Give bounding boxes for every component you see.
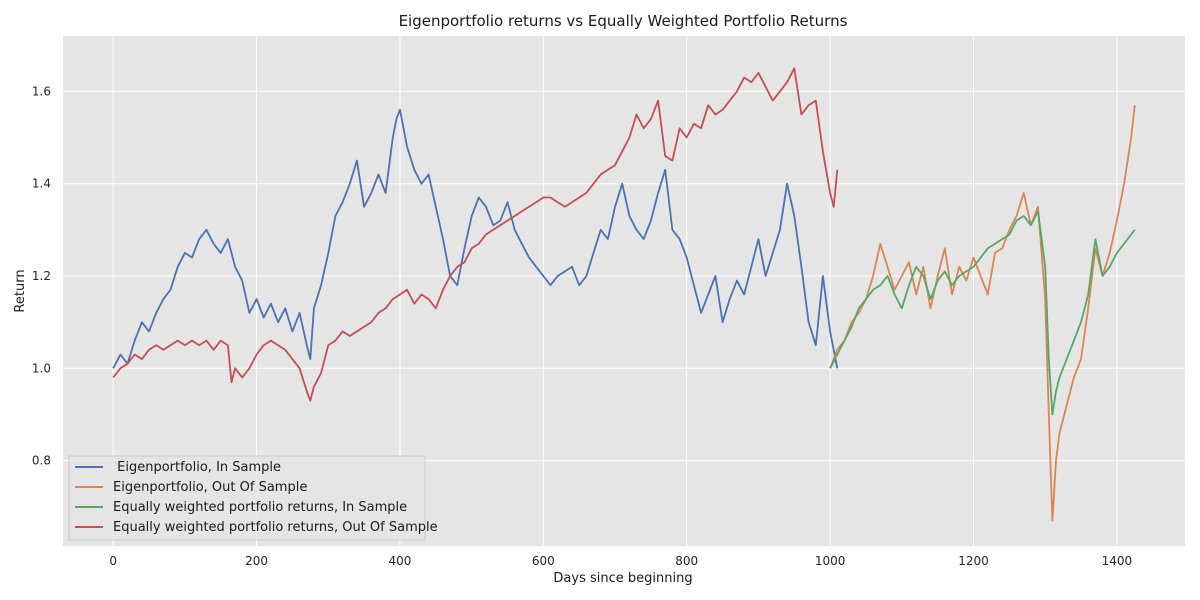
series-lines (112, 67, 1136, 522)
series-line-3 (829, 210, 1136, 416)
x-tick-label: 400 (389, 554, 412, 568)
legend-entry: Equally weighted portfolio returns, Out … (113, 520, 438, 535)
y-axis-label: Return (13, 269, 28, 312)
x-tick-label: 600 (532, 554, 555, 568)
x-tick-label: 1400 (1102, 554, 1133, 568)
x-tick-label: 0 (109, 554, 117, 568)
y-tick-label: 1.6 (32, 84, 51, 98)
y-tick-label: 1.4 (32, 177, 51, 191)
y-axis: 0.8 1.0 1.2 1.4 1.6 (32, 84, 51, 467)
legend-box (68, 455, 426, 541)
y-tick-label: 1.2 (32, 269, 51, 283)
y-tick-label: 1.0 (32, 361, 51, 375)
legend-entry: Eigenportfolio, Out Of Sample (113, 480, 307, 495)
x-tick-label: 1200 (958, 554, 989, 568)
x-axis: 0 200 400 600 800 1000 1200 1400 (109, 554, 1132, 568)
legend-entry: Equally weighted portfolio returns, In S… (113, 500, 407, 515)
x-tick-label: 800 (675, 554, 698, 568)
series-line-1 (112, 108, 839, 369)
y-tick-label: 0.8 (32, 454, 51, 468)
chart-title: Eigenportfolio returns vs Equally Weight… (399, 12, 848, 30)
x-tick-label: 1000 (815, 554, 846, 568)
legend-entry: Eigenportfolio, In Sample (113, 460, 281, 475)
legend: Eigenportfolio, In Sample Eigenportfolio,… (68, 455, 438, 541)
x-tick-label: 200 (245, 554, 268, 568)
series-line-2 (829, 105, 1136, 522)
x-axis-label: Days since beginning (553, 571, 692, 586)
series-line-4 (112, 67, 839, 402)
